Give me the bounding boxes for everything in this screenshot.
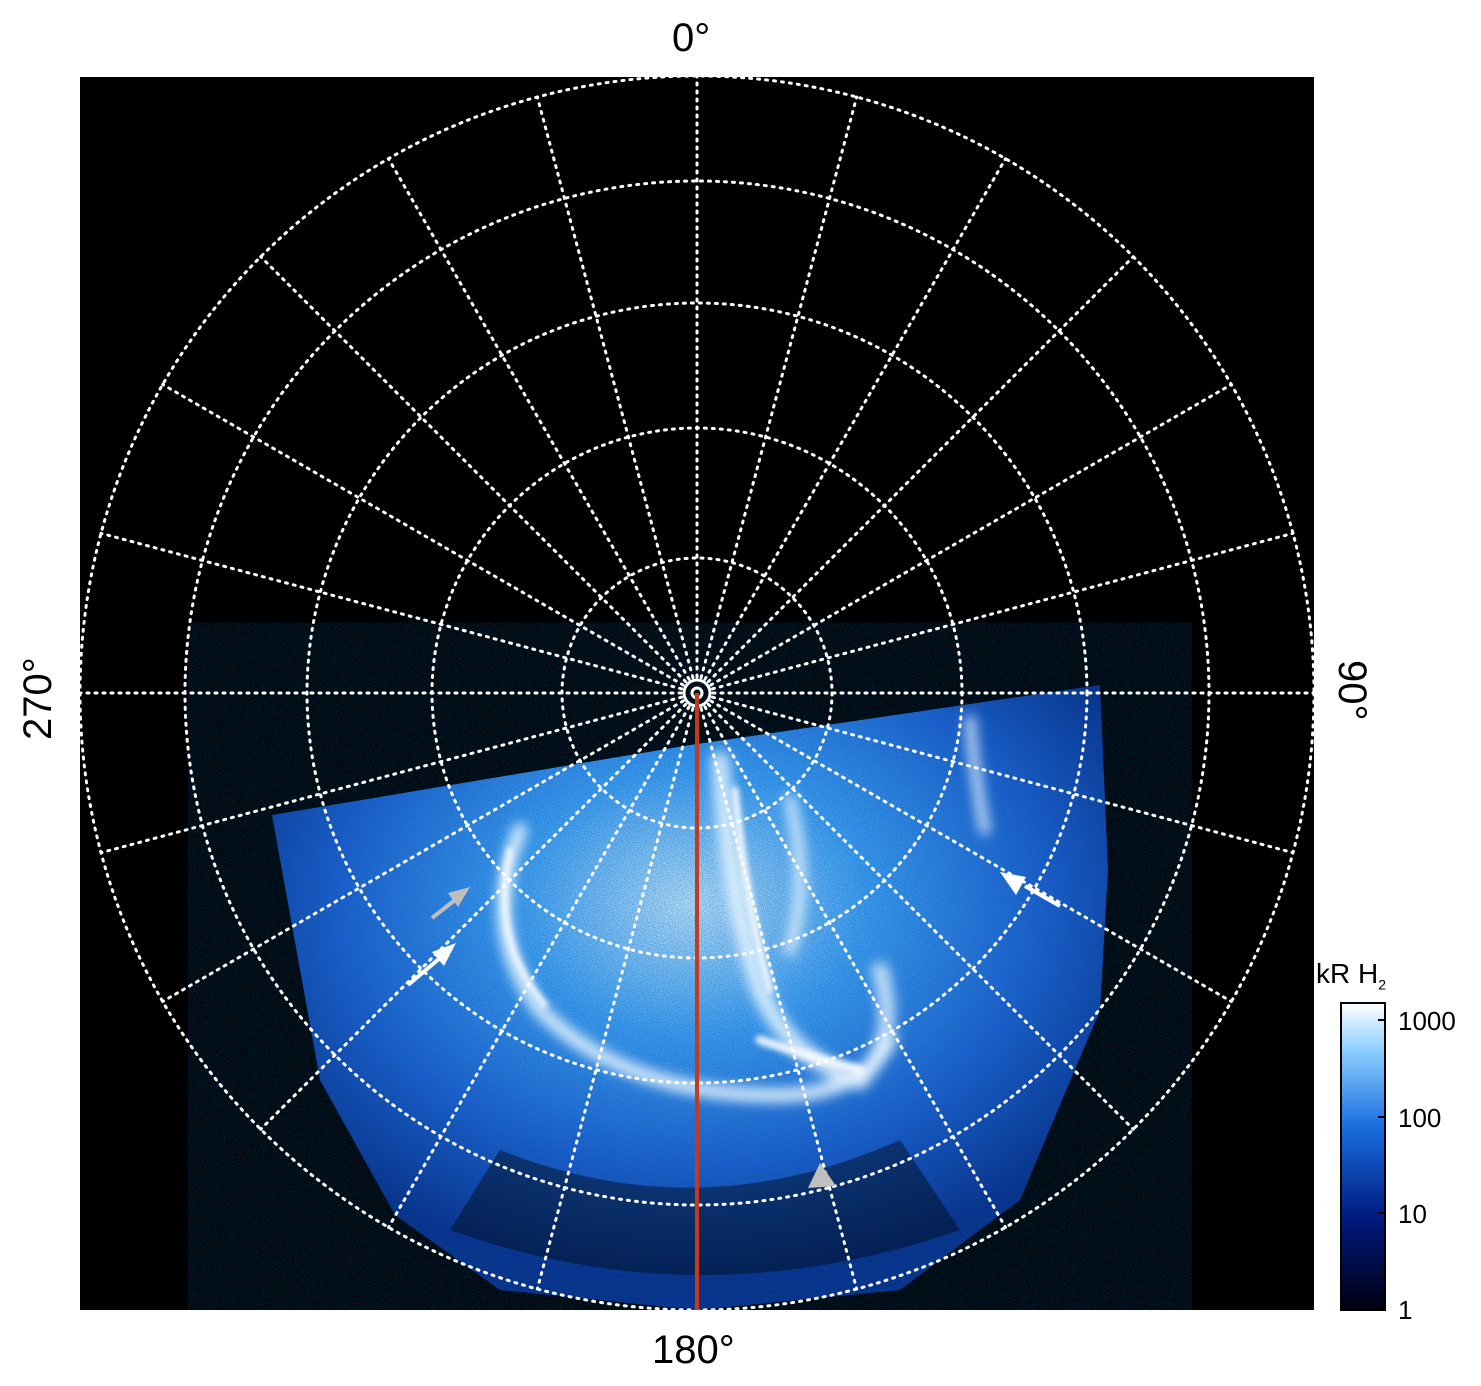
colorbar [1340, 1002, 1386, 1311]
colorbar-title: kR H2 [1316, 958, 1386, 993]
white-arrow [1000, 872, 1061, 908]
colorbar-tick-label: 100 [1398, 1103, 1442, 1133]
latitude-circle [305, 301, 1089, 1085]
auroral-emission-image [272, 685, 1108, 1310]
colorbar-gradient [1340, 1002, 1386, 1311]
colorbar-tick-label: 1000 [1398, 1006, 1456, 1036]
colorbar-ticks [1378, 1019, 1385, 1310]
white-arrow [406, 943, 456, 987]
colorbar-tick-label: 10 [1398, 1199, 1427, 1229]
colorbar-title-subscript: 2 [1378, 976, 1387, 993]
label-270-degrees: 270° [16, 657, 60, 740]
label-90-degrees: 90° [1330, 660, 1374, 721]
gray-arrow [430, 887, 470, 920]
colorbar-title-main: kR H [1316, 958, 1379, 989]
gray-triangle-marker [808, 1163, 836, 1188]
colorbar-tick-label: 1 [1398, 1295, 1413, 1325]
label-0-degrees: 0° [672, 16, 711, 60]
label-180-degrees: 180° [652, 1328, 735, 1372]
annotation-arrows [406, 872, 1061, 1188]
